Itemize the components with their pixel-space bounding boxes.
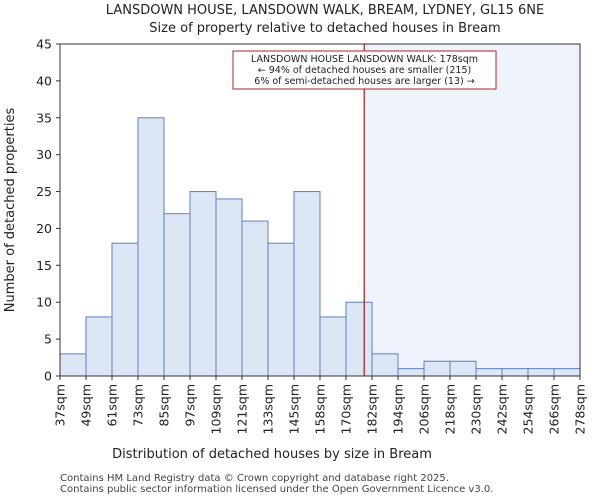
bar-97sqm: [189, 191, 217, 377]
x-tick-label: 133sqm: [261, 384, 276, 434]
bar-49sqm: [85, 316, 113, 377]
y-tick-label: 25: [36, 184, 52, 199]
x-tick-label: 85sqm: [157, 384, 172, 427]
y-axis-label: Number of detached properties: [3, 108, 18, 313]
bar-37sqm: [59, 353, 87, 377]
bar-109sqm: [215, 198, 243, 377]
x-tick-label: 206sqm: [417, 384, 432, 434]
x-tick-label: 194sqm: [391, 384, 406, 434]
bar-85sqm: [163, 213, 191, 377]
bar-182sqm: [371, 353, 399, 377]
x-tick-label: 182sqm: [365, 384, 380, 434]
y-tick-label: 5: [44, 332, 52, 347]
x-tick-label: 49sqm: [79, 384, 94, 427]
x-tick-label: 278sqm: [573, 384, 588, 434]
x-tick-label: 97sqm: [183, 384, 198, 427]
x-tick-label: 109sqm: [209, 384, 224, 434]
x-tick-label: 158sqm: [313, 384, 328, 434]
annotation-line-3: 6% of semi-detached houses are larger (1…: [254, 76, 474, 87]
y-ticks: 0 5 10 15 20 25 30 35 40 45: [36, 37, 60, 384]
bar-230sqm: [475, 368, 503, 377]
bar-133sqm: [267, 242, 295, 377]
x-tick-label: 37sqm: [53, 384, 68, 427]
y-tick-label: 15: [36, 258, 52, 273]
x-tick-label: 254sqm: [521, 384, 536, 434]
x-tick-label: 121sqm: [235, 384, 250, 434]
x-tick-label: 145sqm: [287, 384, 302, 434]
x-ticks: 37sqm 49sqm 61sqm 73sqm 85sqm 97sqm 109sqm 121s…: [53, 376, 588, 434]
y-tick-label: 20: [36, 221, 52, 236]
x-axis-label: Distribution of detached houses by size …: [112, 447, 432, 462]
annotation-line-2: ← 94% of detached houses are smaller (21…: [258, 65, 471, 76]
annotation-box: LANSDOWN HOUSE LANSDOWN WALK: 178sqm ← 9…: [232, 50, 497, 90]
chart-subtitle: Size of property relative to detached ho…: [149, 21, 500, 36]
bar-206sqm: [423, 360, 451, 377]
y-tick-label: 45: [36, 37, 52, 52]
annotation-line-1: LANSDOWN HOUSE LANSDOWN WALK: 178sqm: [251, 54, 478, 65]
bar-158sqm: [319, 316, 347, 377]
footer-line-2: Contains public sector information licen…: [60, 484, 494, 495]
y-tick-label: 0: [44, 369, 52, 384]
x-tick-label: 230sqm: [469, 384, 484, 434]
bar-254sqm: [527, 368, 555, 377]
highlight-region: [364, 44, 580, 376]
y-tick-label: 30: [36, 147, 52, 162]
plot-area: 0 5 10 15 20 25 30 35 40 45 37sqm 49sqm 61sqm 73sqm 8…: [36, 37, 587, 435]
bars: [59, 117, 581, 377]
bar-266sqm: [553, 368, 581, 377]
bar-121sqm: [241, 220, 269, 377]
bar-242sqm: [501, 368, 529, 377]
x-tick-label: 61sqm: [105, 384, 120, 427]
bar-170sqm: [345, 301, 373, 377]
x-tick-label: 242sqm: [495, 384, 510, 434]
bar-194sqm: [397, 368, 425, 377]
x-tick-label: 266sqm: [547, 384, 562, 434]
x-tick-label: 170sqm: [339, 384, 354, 434]
annotation-border: [232, 50, 497, 90]
x-tick-label: 218sqm: [443, 384, 458, 434]
x-tick-label: 73sqm: [131, 384, 146, 427]
bar-61sqm: [111, 242, 139, 377]
y-tick-label: 10: [36, 295, 52, 310]
y-tick-label: 35: [36, 110, 52, 125]
y-tick-label: 40: [36, 73, 52, 88]
bar-218sqm: [449, 360, 477, 377]
bar-145sqm: [293, 191, 321, 377]
bar-73sqm: [137, 117, 165, 377]
chart: LANSDOWN HOUSE, LANSDOWN WALK, BREAM, LY…: [3, 3, 588, 462]
chart-title: LANSDOWN HOUSE, LANSDOWN WALK, BREAM, LY…: [106, 3, 544, 18]
footer-line-1: Contains HM Land Registry data © Crown c…: [60, 473, 449, 484]
